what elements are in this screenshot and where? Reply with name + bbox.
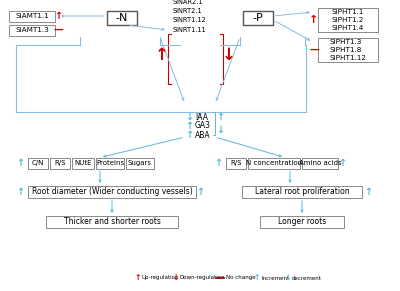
Text: —: —: [53, 25, 63, 35]
Text: NUtE: NUtE: [74, 160, 92, 166]
Text: Longer roots: Longer roots: [278, 217, 326, 226]
FancyBboxPatch shape: [72, 157, 94, 168]
Text: Increment: Increment: [261, 276, 289, 281]
FancyBboxPatch shape: [9, 24, 55, 36]
FancyBboxPatch shape: [302, 157, 338, 168]
Text: ↑: ↑: [155, 46, 169, 64]
Text: Down-regulation: Down-regulation: [180, 276, 226, 281]
Text: Lateral root proliferation: Lateral root proliferation: [255, 187, 349, 196]
Text: Thicker and shorter roots: Thicker and shorter roots: [64, 217, 160, 226]
Text: ↓: ↓: [185, 112, 193, 122]
Text: ↓: ↓: [216, 125, 224, 135]
Text: ↑: ↑: [254, 274, 260, 283]
Text: ↑: ↑: [54, 11, 62, 21]
Text: Proteins: Proteins: [96, 160, 124, 166]
Text: SiPHT1.3
SiPHT1.8
SiPHT1.12: SiPHT1.3 SiPHT1.8 SiPHT1.12: [330, 40, 366, 61]
Text: —: —: [309, 45, 319, 55]
FancyBboxPatch shape: [243, 11, 273, 25]
FancyBboxPatch shape: [126, 157, 154, 168]
Text: ↑: ↑: [338, 158, 346, 168]
Text: ABA: ABA: [195, 130, 211, 139]
FancyBboxPatch shape: [46, 216, 178, 228]
Text: SiNRT2.1: SiNRT2.1: [173, 8, 203, 14]
Text: Up-regulation: Up-regulation: [142, 276, 180, 281]
Text: SiPHT1.1
SiPHT1.2
SiPHT1.4: SiPHT1.1 SiPHT1.2 SiPHT1.4: [332, 10, 364, 31]
Text: ↓: ↓: [173, 274, 179, 283]
Text: ↑: ↑: [185, 121, 193, 131]
Text: SiNRT1.12: SiNRT1.12: [173, 17, 207, 24]
Text: ↑: ↑: [16, 187, 24, 197]
FancyBboxPatch shape: [318, 8, 378, 32]
Text: GA3: GA3: [195, 122, 211, 130]
FancyBboxPatch shape: [28, 157, 48, 168]
FancyBboxPatch shape: [248, 157, 300, 168]
Text: No change: No change: [226, 276, 256, 281]
FancyBboxPatch shape: [96, 157, 124, 168]
Text: IAA: IAA: [195, 113, 208, 122]
Text: Sugars: Sugars: [128, 160, 152, 166]
Text: SiNAR2.1: SiNAR2.1: [173, 0, 204, 4]
Text: ↑: ↑: [185, 130, 193, 140]
Text: Amino acids: Amino acids: [299, 160, 341, 166]
FancyBboxPatch shape: [50, 157, 70, 168]
Text: ↓: ↓: [222, 46, 236, 64]
Text: decrement: decrement: [292, 276, 322, 281]
Text: R/S: R/S: [54, 160, 66, 166]
Text: ↑: ↑: [309, 15, 319, 25]
Text: SiNRT1.11: SiNRT1.11: [173, 27, 207, 33]
FancyBboxPatch shape: [242, 186, 362, 198]
Text: SiAMT1.3: SiAMT1.3: [15, 27, 49, 33]
Text: ↑: ↑: [216, 112, 224, 122]
Text: -N: -N: [116, 13, 128, 23]
Text: C/N: C/N: [32, 160, 44, 166]
Text: ↓: ↓: [285, 274, 291, 283]
Text: ↑: ↑: [364, 187, 372, 197]
Text: R/S: R/S: [230, 160, 242, 166]
Text: SiAMT1.1: SiAMT1.1: [15, 13, 49, 19]
FancyBboxPatch shape: [260, 216, 344, 228]
Text: -P: -P: [253, 13, 263, 23]
FancyBboxPatch shape: [318, 38, 378, 62]
Text: N concentration: N concentration: [246, 160, 302, 166]
Text: ↑: ↑: [196, 187, 204, 197]
FancyBboxPatch shape: [28, 186, 196, 198]
FancyBboxPatch shape: [107, 11, 137, 25]
FancyBboxPatch shape: [226, 157, 246, 168]
Text: Root diameter (Wider conducting vessels): Root diameter (Wider conducting vessels): [32, 187, 192, 196]
Text: ↑: ↑: [135, 274, 141, 283]
Text: ↑: ↑: [16, 158, 24, 168]
FancyBboxPatch shape: [9, 10, 55, 22]
Text: ↑: ↑: [214, 158, 222, 168]
